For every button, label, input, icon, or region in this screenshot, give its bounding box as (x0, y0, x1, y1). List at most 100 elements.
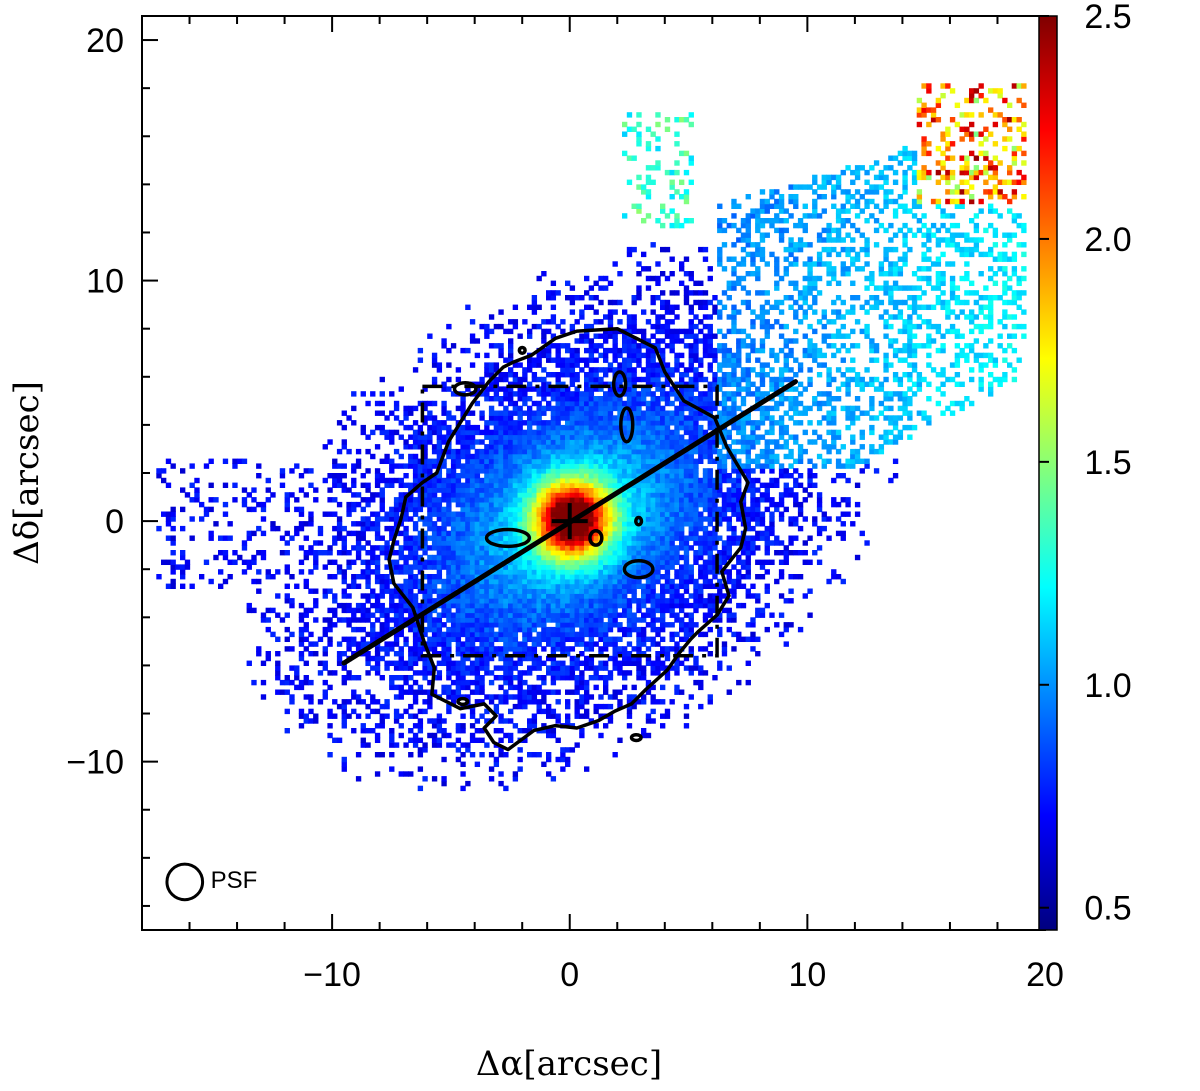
heatmap-pixel (493, 588, 500, 594)
heatmap-pixel (303, 622, 309, 628)
heatmap-pixel (655, 631, 661, 638)
heatmap-pixel (408, 434, 414, 440)
heatmap-pixel (560, 564, 566, 570)
heatmap-pixel (607, 511, 614, 517)
heatmap-pixel (603, 525, 609, 532)
heatmap-pixel (598, 545, 604, 551)
heatmap-pixel (484, 540, 490, 546)
heatmap-pixel (474, 535, 481, 541)
heatmap-pixel (679, 415, 685, 421)
heatmap-pixel (417, 554, 424, 561)
heatmap-pixel (455, 463, 462, 469)
heatmap-pixel (170, 559, 176, 566)
heatmap-pixel (569, 492, 576, 498)
heatmap-pixel (455, 492, 462, 498)
heatmap-pixel (384, 458, 390, 465)
heatmap-pixel (569, 530, 576, 537)
heatmap-pixel (565, 396, 571, 402)
heatmap-pixel (560, 386, 566, 392)
heatmap-pixel (498, 492, 504, 498)
heatmap-pixel (374, 410, 381, 416)
heatmap-pixel (645, 141, 652, 147)
heatmap-pixel (584, 665, 590, 671)
heatmap-pixel (631, 506, 637, 513)
heatmap-pixel (503, 651, 509, 657)
heatmap-pixel (584, 622, 590, 628)
heatmap-pixel (488, 492, 495, 498)
heatmap-pixel (674, 444, 680, 450)
heatmap-pixel (351, 612, 357, 618)
heatmap-pixel (512, 535, 519, 541)
heatmap-pixel (607, 501, 614, 508)
heatmap-pixel (446, 554, 452, 561)
heatmap-pixel (636, 405, 642, 412)
heatmap-pixel (555, 381, 561, 388)
heatmap-pixel (389, 732, 395, 739)
heatmap-pixel (398, 694, 404, 700)
heatmap-pixel (484, 708, 490, 715)
heatmap-pixel (508, 737, 514, 744)
heatmap-pixel (412, 631, 419, 638)
heatmap-pixel (412, 670, 419, 676)
heatmap-pixel (351, 545, 357, 551)
heatmap-pixel (679, 689, 685, 695)
heatmap-pixel (674, 670, 680, 676)
heatmap-pixel (584, 540, 590, 546)
heatmap-pixel (455, 684, 462, 691)
heatmap-pixel (488, 444, 495, 450)
heatmap-pixel (655, 530, 661, 537)
heatmap-pixel (536, 487, 542, 493)
heatmap-pixel (256, 588, 262, 594)
heatmap-pixel (669, 612, 675, 618)
heatmap-pixel (579, 405, 585, 412)
heatmap-pixel (469, 333, 476, 339)
heatmap-pixel (508, 453, 514, 460)
heatmap-pixel (579, 699, 585, 705)
heatmap-pixel (484, 636, 490, 643)
heatmap-pixel (664, 396, 671, 402)
heatmap-pixel (484, 665, 490, 671)
heatmap-pixel (555, 458, 561, 465)
heatmap-pixel (465, 530, 471, 537)
heatmap-pixel (641, 468, 647, 474)
heatmap-pixel (660, 271, 666, 277)
heatmap-pixel (189, 482, 195, 489)
heatmap-pixel (403, 530, 409, 537)
heatmap-pixel (669, 194, 675, 200)
heatmap-pixel (579, 598, 585, 604)
heatmap-pixel (631, 405, 637, 412)
heatmap-pixel (579, 703, 585, 710)
heatmap-pixel (180, 468, 186, 474)
heatmap-pixel (165, 559, 172, 566)
heatmap-pixel (527, 578, 533, 585)
heatmap-pixel (436, 550, 443, 556)
heatmap-pixel (460, 473, 466, 479)
heatmap-pixel (498, 602, 504, 609)
heatmap-pixel (688, 497, 694, 503)
heatmap-pixel (517, 477, 523, 484)
heatmap-pixel (194, 492, 200, 498)
heatmap-pixel (441, 405, 447, 412)
heatmap-pixel (189, 583, 195, 590)
heatmap-pixel (560, 506, 566, 513)
heatmap-pixel (450, 473, 457, 479)
heatmap-pixel (298, 506, 305, 513)
heatmap-pixel (246, 564, 252, 570)
heatmap-pixel (679, 501, 685, 508)
heatmap-pixel (465, 386, 471, 392)
heatmap-pixel (574, 703, 580, 710)
heatmap-pixel (669, 184, 675, 190)
heatmap-pixel (560, 434, 566, 440)
heatmap-pixel (683, 295, 690, 301)
heatmap-pixel (379, 545, 385, 551)
heatmap-pixel (446, 703, 452, 710)
heatmap-pixel (569, 299, 576, 306)
heatmap-pixel (522, 521, 528, 527)
heatmap-pixel (412, 453, 419, 460)
heatmap-pixel (622, 473, 628, 479)
heatmap-pixel (584, 448, 590, 455)
heatmap-pixel (593, 574, 599, 580)
heatmap-pixel (498, 554, 504, 561)
heatmap-pixel (683, 545, 690, 551)
heatmap-pixel (512, 497, 519, 503)
